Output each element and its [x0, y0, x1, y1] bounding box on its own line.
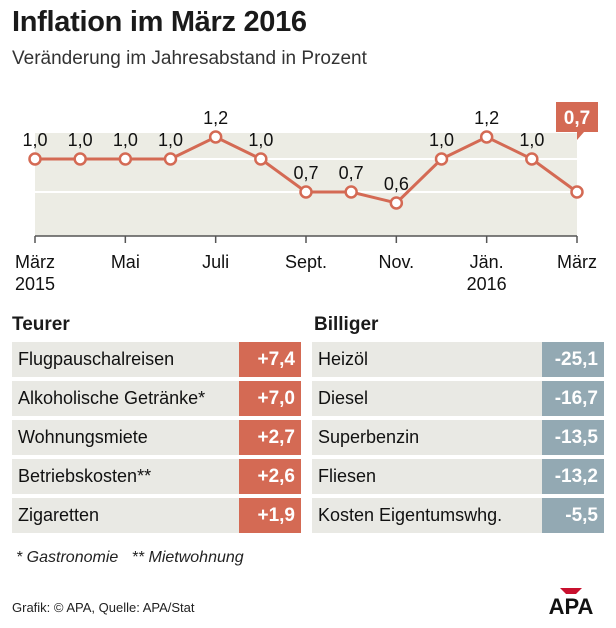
billiger-table: Heizöl -25,1 Diesel -16,7 Superbenzin -1… — [312, 342, 604, 537]
billiger-label: Superbenzin — [318, 427, 420, 447]
billiger-row: Heizöl -25,1 — [312, 342, 604, 377]
teurer-label: Betriebskosten** — [18, 466, 152, 486]
data-label-highlight: 0,7 — [564, 108, 590, 129]
billiger-label: Fliesen — [318, 466, 377, 486]
teurer-label: Alkoholische Getränke* — [18, 388, 206, 408]
teurer-row: Betriebskosten** +2,6 — [12, 459, 301, 494]
teurer-value: +2,7 — [239, 420, 301, 455]
data-label: 1,0 — [519, 130, 544, 150]
data-point — [118, 152, 133, 166]
data-label: 0,6 — [384, 174, 409, 194]
data-point — [28, 152, 42, 166]
chart-title: Inflation im März 2016 — [12, 6, 307, 38]
highlight-callout — [556, 102, 598, 140]
billiger-label: Kosten Eigentumswhg. — [318, 505, 503, 525]
data-label: 1,2 — [203, 108, 228, 128]
data-label: 1,0 — [113, 130, 138, 150]
x-tick-label: März — [15, 252, 55, 272]
data-point — [479, 130, 494, 144]
source-credit: Grafik: © APA, Quelle: APA/Stat — [12, 600, 195, 615]
data-label: 1,0 — [158, 130, 183, 150]
teurer-value: +1,9 — [239, 498, 301, 533]
teurer-label: Wohnungsmiete — [18, 427, 148, 447]
x-tick-label-year: 2015 — [15, 274, 55, 294]
billiger-value: -16,7 — [542, 381, 604, 416]
teurer-row: Alkoholische Getränke* +7,0 — [12, 381, 301, 416]
teurer-table: Flugpauschalreisen +7,4 Alkoholische Get… — [12, 342, 301, 537]
footnote: * Gastronomie ** Mietwohnung — [16, 549, 244, 566]
x-tick-label: Nov. — [378, 252, 414, 272]
billiger-value: -13,5 — [542, 420, 604, 455]
data-label: 1,0 — [429, 130, 454, 150]
billiger-heading: Billiger — [314, 314, 379, 335]
billiger-row: Diesel -16,7 — [312, 381, 604, 416]
teurer-row: Zigaretten +1,9 — [12, 498, 301, 533]
data-label: 1,0 — [248, 130, 273, 150]
x-tick-label: März — [557, 252, 597, 272]
billiger-row: Superbenzin -13,5 — [312, 420, 604, 455]
x-tick-label: Mai — [111, 252, 140, 272]
billiger-row: Kosten Eigentumswhg. -5,5 — [312, 498, 604, 533]
data-label: 0,7 — [293, 163, 318, 183]
data-point — [570, 185, 584, 199]
plot-area — [35, 133, 577, 236]
teurer-value: +7,0 — [239, 381, 301, 416]
teurer-label: Zigaretten — [18, 505, 100, 525]
apa-logo-roof — [560, 588, 582, 594]
data-label: 1,0 — [22, 130, 47, 150]
x-tick-label: Juli — [202, 252, 229, 272]
billiger-label: Heizöl — [318, 349, 369, 369]
apa-logo-text: APA — [549, 594, 594, 616]
x-tick-label-year: 2016 — [467, 274, 507, 294]
data-point — [389, 196, 404, 210]
billiger-value: -13,2 — [542, 459, 604, 494]
data-point — [525, 152, 539, 166]
teurer-heading: Teurer — [12, 314, 70, 335]
billiger-value: -5,5 — [542, 498, 604, 533]
data-point — [73, 152, 87, 166]
data-label: 1,0 — [68, 130, 93, 150]
billiger-row: Fliesen -13,2 — [312, 459, 604, 494]
teurer-value: +7,4 — [239, 342, 301, 377]
teurer-value: +2,6 — [239, 459, 301, 494]
chart-subtitle: Veränderung im Jahresabstand in Prozent — [12, 48, 367, 69]
teurer-label: Flugpauschalreisen — [18, 349, 175, 369]
apa-logo: APA — [549, 588, 594, 616]
data-point — [163, 152, 178, 166]
data-point — [254, 152, 268, 166]
x-tick-label: Jän. — [470, 252, 504, 272]
data-point — [344, 185, 358, 199]
billiger-label: Diesel — [318, 388, 369, 408]
data-point — [208, 130, 223, 144]
x-tick-label: Sept. — [285, 252, 327, 272]
teurer-row: Wohnungsmiete +2,7 — [12, 420, 301, 455]
billiger-value: -25,1 — [542, 342, 604, 377]
data-point — [434, 152, 449, 166]
teurer-row: Flugpauschalreisen +7,4 — [12, 342, 301, 377]
data-point — [299, 185, 313, 199]
data-label: 1,2 — [474, 108, 499, 128]
data-label: 0,7 — [339, 163, 364, 183]
